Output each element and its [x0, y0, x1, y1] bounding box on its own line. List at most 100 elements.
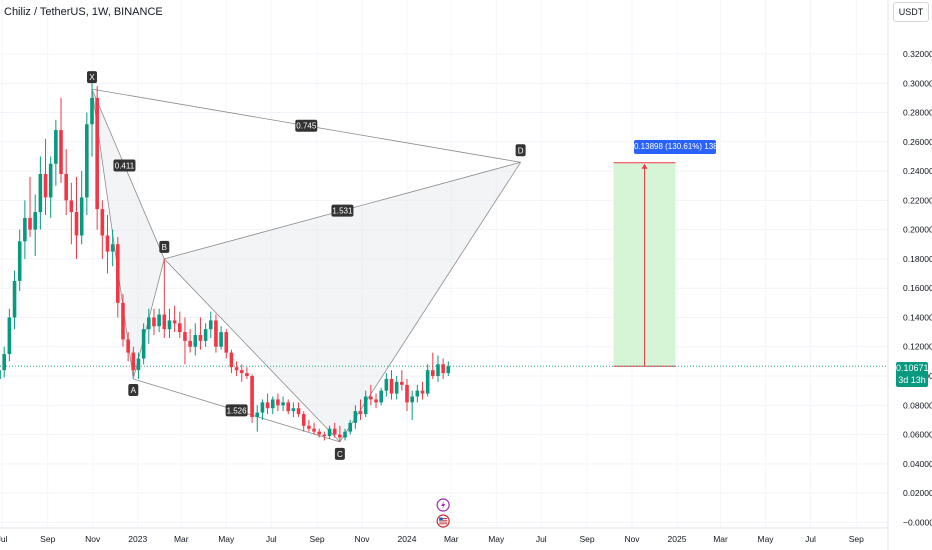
candle-body [7, 317, 12, 355]
candle-body [291, 408, 296, 412]
y-tick-label: 0.16000 [903, 283, 932, 293]
x-tick-label: Jul [536, 534, 547, 544]
candle-body [121, 302, 125, 340]
candle-body [322, 434, 327, 437]
candle-body [0, 370, 1, 379]
y-tick-label: 0.30000 [903, 78, 932, 88]
candle-body [436, 364, 440, 377]
pattern-point-label: A [131, 386, 137, 395]
candle-body [188, 340, 192, 347]
x-tick-label: 2024 [398, 534, 417, 544]
x-tick-label: May [218, 534, 235, 544]
x-tick-label: Mar [713, 534, 728, 544]
x-tick-label: Nov [624, 534, 640, 544]
candle-body [100, 209, 105, 236]
lightning-icon [436, 498, 450, 512]
candle-body [384, 378, 389, 391]
y-tick-label: 0.26000 [903, 137, 932, 147]
y-tick-label: 0.32000 [903, 49, 932, 59]
flag-stripe [439, 521, 448, 523]
candle-body [441, 364, 445, 374]
price-range-label: 0.13898 (130.61%) 13898 [634, 140, 727, 154]
ratio-box [113, 159, 136, 172]
candle-body [394, 381, 399, 394]
candle-body [214, 320, 218, 347]
x-tick-label: Nov [354, 534, 370, 544]
x-tick-label: Mar [444, 534, 459, 544]
candle-body [85, 124, 89, 198]
candle-body [332, 428, 337, 435]
ratio-label: 0.745 [295, 119, 318, 132]
candle-body [301, 414, 306, 426]
pattern-link-xb [91, 88, 165, 260]
candle-body [425, 370, 430, 394]
candle-body [152, 317, 156, 327]
pattern-point-label: C [337, 450, 343, 459]
candle-body [203, 329, 208, 341]
pattern-point-x: X [87, 71, 97, 84]
pattern-point-b: B [159, 240, 170, 253]
candle-body [147, 317, 151, 330]
bar-countdown: 3d 13h [898, 375, 926, 385]
candle-body [59, 130, 63, 175]
candle-body [312, 428, 316, 432]
candle-body [270, 399, 275, 409]
pattern-triangle-xab [92, 89, 165, 379]
candle-body [276, 399, 280, 406]
ratio-label: 0.411 [113, 159, 136, 172]
candle-body [353, 411, 358, 423]
candle-body [43, 174, 48, 198]
x-tick-label: 2023 [128, 534, 147, 544]
candle-body [157, 314, 161, 327]
y-tick-label: 0.12000 [903, 342, 932, 352]
x-tick-label: Sep [849, 534, 864, 544]
candle-body [374, 399, 378, 403]
price-range-measure [613, 162, 676, 367]
candle-body [234, 367, 239, 371]
candle-body [48, 163, 53, 198]
currency-button[interactable]: USDT [893, 2, 929, 22]
candle-body [363, 396, 368, 415]
y-tick-label: 0.20000 [903, 225, 932, 235]
candle-body [95, 97, 99, 210]
candle-body [2, 354, 7, 371]
flag-canton [439, 517, 443, 521]
candle-body [183, 332, 187, 341]
pattern-point-d: D [515, 144, 526, 157]
y-tick-label: 0.08000 [903, 400, 932, 410]
pattern-point-a: A [128, 383, 139, 396]
x-tick-label: Jul [266, 534, 277, 544]
pattern-point-label: X [89, 73, 95, 82]
candle-body [379, 390, 383, 403]
y-tick-label: 0.02000 [903, 488, 932, 498]
ratio-label: 1.531 [331, 204, 354, 217]
x-tick-label: Mar [174, 534, 189, 544]
candle-body [172, 320, 177, 324]
candle-body [389, 378, 394, 394]
y-tick-label: 0.18000 [903, 254, 932, 264]
candle-body [74, 212, 79, 236]
candle-body [162, 314, 167, 330]
ratio-label: 1.526 [225, 404, 248, 417]
y-tick-label: 0.22000 [903, 195, 932, 205]
candle-body [239, 370, 244, 374]
candle-body [265, 402, 270, 409]
candle-body [28, 217, 32, 230]
candle-body [229, 352, 234, 368]
candle-body [420, 390, 425, 394]
flag-stripe [439, 523, 448, 525]
candle-body [343, 431, 347, 438]
symbol-title: Chiliz / TetherUS, 1W, BINANCE [4, 6, 163, 18]
lightning-glyph [441, 501, 446, 509]
x-tick-label: Nov [85, 534, 101, 544]
x-tick-label: Sep [579, 534, 594, 544]
x-tick-label: Sep [309, 534, 324, 544]
x-tick-label: May [488, 534, 505, 544]
candle-body [23, 217, 27, 242]
ratio-text: 0.411 [115, 162, 135, 171]
candle-body [131, 352, 136, 371]
candle-body [198, 335, 203, 341]
candle-body [136, 358, 141, 371]
